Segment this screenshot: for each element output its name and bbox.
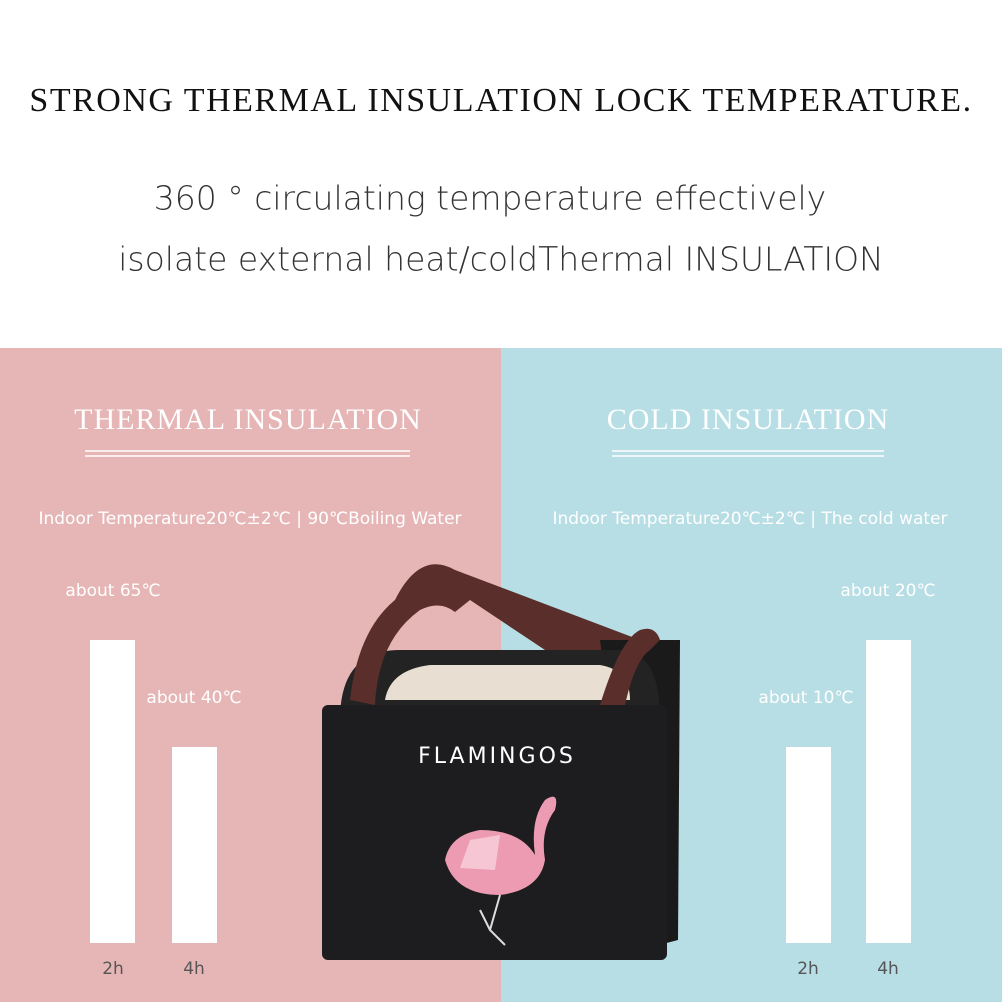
bar	[866, 640, 911, 943]
bar-label: about 65℃	[65, 581, 160, 601]
subtitle-line: isolate external heat/coldThermal INSULA…	[118, 240, 884, 279]
bag-label: FLAMINGOS	[418, 744, 576, 769]
time-label: 2h	[797, 959, 819, 979]
panel-title: COLD INSULATION	[607, 403, 889, 436]
condition: Indoor Temperature20℃±2℃ | 90℃Boiling Wa…	[38, 509, 461, 529]
bar	[786, 747, 831, 943]
time-label: 4h	[877, 959, 899, 979]
bars	[90, 640, 911, 943]
bar-label: about 20℃	[840, 581, 935, 601]
time-label: 2h	[102, 959, 124, 979]
product-bag: FLAMINGOS	[322, 564, 680, 960]
main-title: STRONG THERMAL INSULATION LOCK TEMPERATU…	[29, 82, 972, 119]
bar-label: about 40℃	[146, 688, 241, 708]
panel-title: THERMAL INSULATION	[74, 403, 422, 436]
title-underlines	[85, 450, 884, 457]
bar-label: about 10℃	[758, 688, 853, 708]
condition: Indoor Temperature20℃±2℃ | The cold wate…	[553, 509, 948, 529]
bar	[90, 640, 135, 943]
subtitle-line: 360 ° circulating temperature effectivel…	[154, 179, 826, 218]
bar	[172, 747, 217, 943]
time-label: 4h	[183, 959, 205, 979]
